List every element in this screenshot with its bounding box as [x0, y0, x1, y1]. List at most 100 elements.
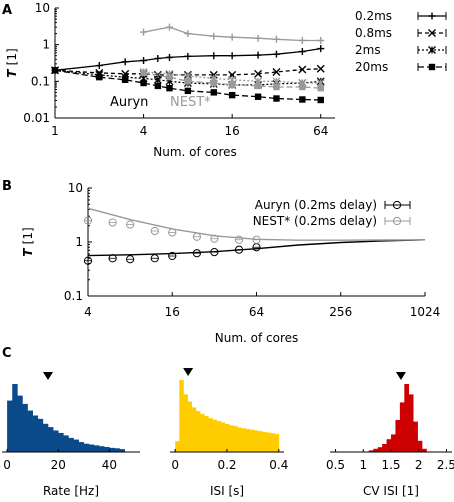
histogram-bar: [104, 447, 110, 452]
x-tick-label: 64: [313, 124, 328, 138]
data-point-nest-20ms: [228, 81, 236, 89]
data-point-auryn-20ms: [96, 73, 103, 81]
data-point-auryn-20ms: [228, 91, 236, 99]
data-point-auryn-0.2ms: [121, 58, 129, 66]
histogram-bar: [53, 430, 59, 452]
x-tick-label: 0.2: [217, 458, 236, 472]
histogram-bar: [377, 447, 383, 452]
histogram-bar: [27, 410, 33, 452]
data-point-nest-20ms: [299, 83, 306, 91]
histogram-bar: [274, 434, 280, 452]
x-tick-label: 40: [102, 458, 117, 472]
histogram-bar: [413, 421, 418, 452]
histogram-bar: [175, 441, 180, 452]
data-point-auryn-0.8ms: [272, 67, 281, 76]
legend-errorbar-cap: [417, 12, 447, 20]
data-point-nest: [126, 220, 135, 229]
legend-label: 0.2ms: [355, 9, 392, 23]
data-point-nest-0.2ms: [210, 32, 218, 40]
data-point-nest-0.2ms: [140, 28, 148, 36]
histogram-bar: [270, 433, 275, 452]
data-point-auryn-0.8ms: [316, 64, 325, 73]
histogram-bar: [220, 422, 226, 452]
x-tick-label: 1: [51, 124, 59, 138]
legend-marker: [428, 46, 436, 54]
data-point-auryn-20ms: [273, 95, 280, 102]
histogram-bar: [37, 418, 44, 452]
data-point-auryn-20ms: [121, 76, 129, 84]
data-point-auryn-2ms: [153, 75, 162, 84]
mean-marker: [395, 372, 406, 380]
data-point-auryn-0.2ms: [228, 52, 236, 60]
x-tick-label: 0.5: [326, 458, 345, 472]
data-point-auryn-20ms: [184, 87, 192, 95]
data-point-nest-20ms: [273, 83, 280, 91]
y-tick-label: 1: [75, 235, 83, 249]
histogram-bar: [395, 420, 401, 452]
histogram-bar: [216, 421, 222, 452]
histogram-bar: [22, 403, 28, 452]
histogram-bar: [183, 394, 188, 452]
histogram-bar: [417, 440, 423, 452]
histogram-bar: [373, 448, 378, 452]
data-point-auryn-20ms: [299, 96, 306, 103]
x-tick-label: 256: [329, 305, 352, 319]
annotation-nest: NEST*: [170, 95, 211, 110]
x-axis-label: Num. of cores: [153, 145, 237, 159]
data-point-auryn-0.2ms: [317, 45, 325, 53]
data-point-nest-20ms: [184, 78, 192, 85]
panel-label-c: C: [2, 346, 12, 361]
histogram-bar: [253, 430, 259, 452]
histogram-bar: [63, 435, 69, 452]
histogram-bar: [422, 448, 427, 452]
histogram-bar: [88, 444, 95, 452]
histogram-bar: [382, 444, 387, 452]
data-point-auryn: [150, 254, 159, 263]
histogram-bar: [179, 380, 184, 452]
histogram-bar: [204, 416, 209, 452]
x-tick-label: 2.5: [437, 458, 454, 472]
x-tick-label: 1.5: [381, 458, 400, 472]
data-point-nest-20ms: [254, 82, 262, 90]
series-line-nest-20ms: [143, 72, 321, 89]
data-point-nest: [234, 235, 244, 244]
histogram-bar: [187, 401, 193, 452]
x-tick-label: 16: [165, 305, 180, 319]
data-point-auryn-20ms: [140, 79, 147, 87]
histogram-bar: [73, 439, 79, 452]
y-tick-label: 0.1: [31, 74, 50, 88]
data-point-auryn-0.2ms: [298, 48, 306, 56]
data-point-nest: [168, 228, 177, 237]
histogram-bar: [200, 413, 205, 452]
data-point-auryn-0.8ms: [298, 65, 307, 74]
legend-label: NEST* (0.2ms delay): [253, 214, 377, 228]
data-point-auryn-0.8ms: [254, 69, 263, 78]
x-tick-label: 0: [3, 458, 11, 472]
data-point-auryn: [108, 254, 117, 263]
legend-label: 20ms: [355, 60, 388, 74]
data-point-nest-20ms: [140, 69, 147, 77]
histogram-bar: [32, 415, 39, 452]
histogram-bar: [191, 407, 197, 452]
histogram-bar: [114, 448, 120, 452]
data-point-auryn-0.2ms: [272, 50, 280, 58]
data-point-auryn-0.2ms: [140, 56, 148, 64]
x-tick-label: 1024: [410, 305, 441, 319]
x-tick-label: 16: [225, 124, 240, 138]
histogram-bar: [249, 429, 255, 452]
histogram-bar: [68, 437, 74, 452]
data-point-nest-20ms: [166, 73, 173, 81]
histogram-bar: [212, 419, 217, 452]
x-tick-label: 20: [51, 458, 66, 472]
x-tick-label: 0.4: [269, 458, 288, 472]
legend-label: 0.8ms: [355, 26, 392, 40]
histogram-bar: [94, 445, 100, 452]
x-tick-label: 0: [171, 458, 179, 472]
data-point-nest-0.2ms: [228, 33, 236, 41]
histogram-bar: [12, 384, 18, 452]
histogram-bar: [399, 402, 405, 452]
panel-b-chart: 0.1 1 10 4 16 64 256 1024 Num. of cores T [1] Aury…: [21, 181, 440, 345]
data-point-nest-0.2ms: [298, 36, 306, 44]
histogram-bar: [368, 450, 374, 452]
